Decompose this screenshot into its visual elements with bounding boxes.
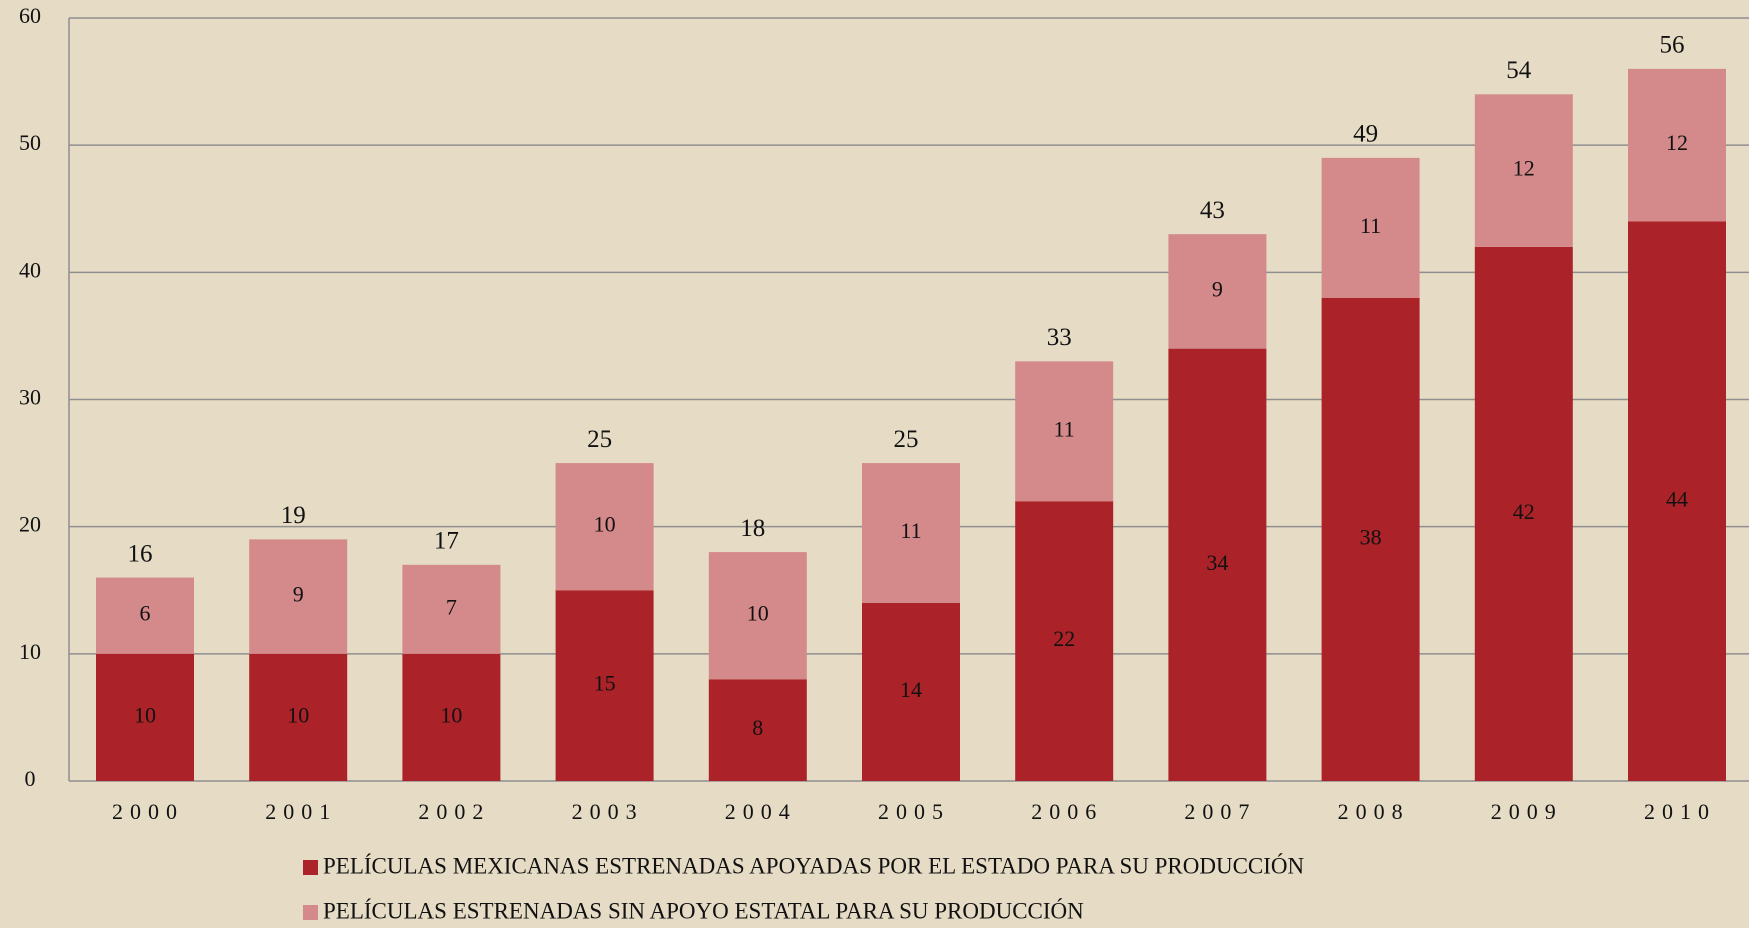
- data-label: 11: [1054, 416, 1075, 441]
- data-label: 44: [1666, 486, 1688, 511]
- bar-segment: [1474, 246, 1573, 781]
- bar-segment: [249, 539, 348, 654]
- bar-segment: [708, 552, 807, 680]
- data-label: 38: [1360, 524, 1382, 549]
- total-label: 49: [1353, 121, 1378, 148]
- x-tick-label: 2000: [112, 799, 184, 824]
- data-label: 8: [752, 715, 763, 740]
- bar-segment: [1628, 68, 1726, 222]
- legend-label: PELÍCULAS MEXICANAS ESTRENADAS APOYADAS …: [323, 852, 1305, 878]
- bar-segment: [1168, 348, 1267, 781]
- bar-segment: [249, 653, 348, 781]
- bar-segment: [1321, 157, 1420, 298]
- data-label: 6: [140, 601, 151, 626]
- bar-segment: [1015, 361, 1114, 502]
- total-label: 25: [587, 426, 612, 453]
- data-label: 7: [446, 594, 457, 619]
- total-label: 18: [740, 515, 765, 542]
- bar-segment: [555, 463, 654, 591]
- x-tick-label: 2006: [1031, 799, 1103, 824]
- data-label: 10: [134, 702, 156, 727]
- total-label: 25: [894, 426, 919, 453]
- bar-segment: [555, 590, 654, 781]
- bar-segment: [1015, 501, 1114, 781]
- data-label: 15: [594, 671, 616, 696]
- legend-swatch: [303, 860, 318, 875]
- data-label: 10: [440, 702, 462, 727]
- y-tick-label: 0: [25, 766, 36, 791]
- bar-segment: [402, 653, 501, 781]
- bar-segment: [708, 679, 807, 781]
- total-label: 43: [1200, 197, 1225, 224]
- x-tick-label: 2007: [1184, 799, 1256, 824]
- y-tick-label: 60: [19, 3, 41, 28]
- total-label: 54: [1506, 57, 1532, 84]
- bar-segment: [96, 577, 194, 654]
- data-label: 22: [1053, 626, 1075, 651]
- x-tick-label: 2008: [1338, 799, 1410, 824]
- x-tick-label: 2002: [418, 799, 490, 824]
- x-tick-label: 2004: [725, 799, 797, 824]
- legend-swatch: [303, 905, 318, 920]
- total-label: 16: [128, 540, 153, 567]
- data-label: 12: [1666, 130, 1688, 155]
- data-label: 11: [1360, 213, 1381, 238]
- bar-segment: [96, 653, 194, 781]
- x-tick-label: 2009: [1491, 799, 1563, 824]
- legend-label: PELÍCULAS ESTRENADAS SIN APOYO ESTATAL P…: [323, 897, 1084, 923]
- y-tick-label: 10: [19, 639, 41, 664]
- data-label: 34: [1206, 550, 1228, 575]
- total-label: 19: [281, 502, 306, 529]
- y-tick-label: 30: [19, 385, 41, 410]
- total-label: 56: [1660, 32, 1685, 59]
- bar-segment: [1628, 221, 1726, 781]
- data-label: 10: [747, 601, 769, 626]
- x-tick-label: 2010: [1644, 799, 1716, 824]
- y-tick-label: 20: [19, 512, 41, 537]
- bar-segment: [1474, 94, 1573, 247]
- total-label: 33: [1047, 324, 1072, 351]
- data-label: 9: [1212, 276, 1223, 301]
- data-label: 14: [900, 677, 922, 702]
- bar-segment: [862, 463, 960, 603]
- data-label: 12: [1513, 156, 1535, 181]
- x-tick-label: 2003: [572, 799, 644, 824]
- data-label: 11: [900, 518, 921, 543]
- y-tick-label: 40: [19, 257, 41, 282]
- x-tick-label: 2001: [265, 799, 337, 824]
- bar-segment: [1168, 234, 1267, 349]
- data-label: 10: [594, 512, 616, 537]
- bar-segment: [402, 564, 501, 654]
- x-tick-label: 2005: [878, 799, 950, 824]
- data-label: 42: [1513, 499, 1535, 524]
- bar-segment: [862, 602, 960, 781]
- bar-segment: [1321, 297, 1420, 781]
- y-tick-label: 50: [19, 130, 41, 155]
- total-label: 17: [434, 528, 459, 555]
- data-label: 9: [293, 582, 304, 607]
- data-label: 10: [287, 702, 309, 727]
